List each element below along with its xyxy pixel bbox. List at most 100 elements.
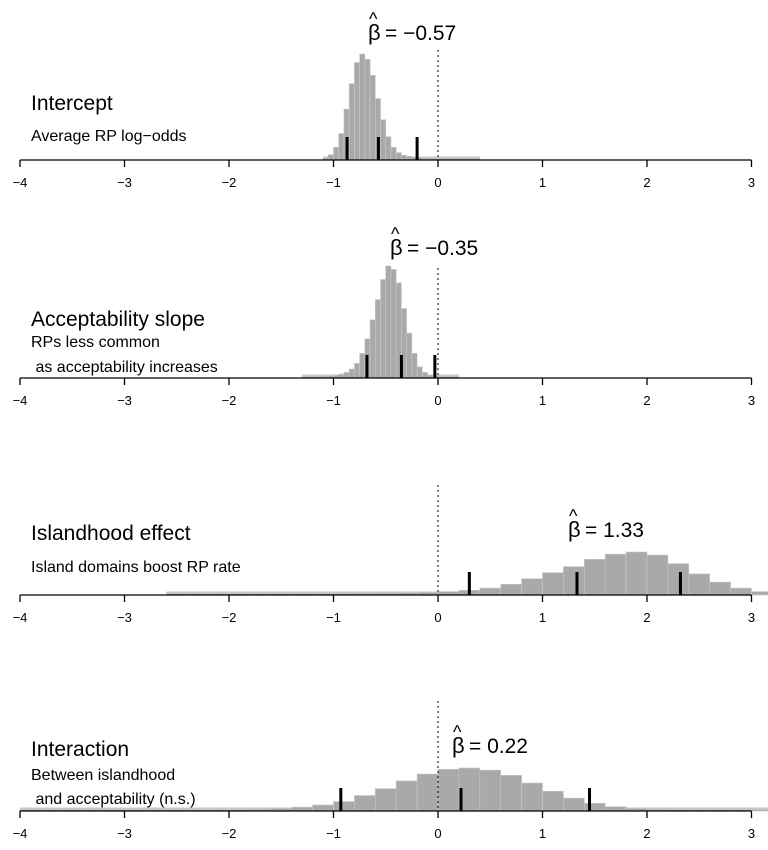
panel-subtitle: Between islandhood: [31, 767, 175, 784]
panel-subtitle: Average RP log−odds: [31, 128, 187, 145]
x-tick-label: −1: [326, 610, 341, 625]
histogram-bar: [395, 152, 402, 161]
histogram-bar: [542, 572, 564, 596]
histogram-bar: [688, 573, 710, 596]
histogram-bar: [479, 769, 501, 812]
beta-hat-symbol: β: [568, 517, 581, 542]
estimate-label: = −0.35: [407, 237, 478, 260]
x-tick-label: −1: [326, 393, 341, 408]
histogram-bar: [563, 797, 585, 812]
histogram-bar: [359, 53, 366, 161]
histogram-bar: [374, 299, 381, 379]
x-tick-label: 1: [539, 175, 546, 190]
hat-symbol: ^: [391, 224, 400, 244]
hat-symbol: ^: [453, 722, 462, 742]
histogram-bar: [479, 587, 501, 596]
histogram-bar: [348, 368, 355, 379]
x-tick-label: −2: [222, 175, 237, 190]
panel-3: −4 −3 −2 −1 0 1 2 3 Islandhood effect Island doma…: [13, 485, 768, 625]
x-tick-label: −2: [222, 610, 237, 625]
x-tick-label: −4: [13, 610, 28, 625]
x-tick-label: −1: [326, 826, 341, 841]
panel-title: Interaction: [31, 738, 129, 761]
x-tick-label: 0: [434, 175, 441, 190]
beta-hat-symbol: β: [452, 733, 465, 758]
histogram-bar: [380, 119, 387, 161]
x-tick-label: 0: [434, 393, 441, 408]
histogram-bar: [364, 58, 371, 161]
x-tick-label: −3: [117, 610, 132, 625]
histogram-bar: [730, 587, 752, 596]
histogram-bar: [521, 782, 543, 812]
histogram-bar: [500, 583, 522, 596]
x-tick-label: 1: [539, 610, 546, 625]
x-tick-label: 1: [539, 826, 546, 841]
histogram-bar: [751, 591, 768, 596]
histogram-bar: [312, 804, 334, 812]
histogram-bar: [348, 83, 355, 161]
x-tick-label: 0: [434, 610, 441, 625]
x-tick-label: −2: [222, 826, 237, 841]
histogram-bar: [369, 74, 376, 161]
histogram-bar: [604, 553, 627, 596]
panel-2: −4 −3 −2 −1 0 1 2 3 Acceptability slope RPs less …: [13, 224, 756, 408]
x-tick-label: 2: [643, 826, 650, 841]
histogram-bars: [19, 767, 768, 812]
x-tick-label: −2: [222, 393, 237, 408]
panel-subtitle: Island domains boost RP rate: [31, 559, 241, 576]
x-tick-label: 3: [748, 175, 755, 190]
histogram-bar: [354, 363, 360, 379]
x-tick-label: 2: [643, 610, 650, 625]
estimate-label: = −0.57: [385, 22, 456, 45]
histogram-bar: [416, 366, 423, 379]
histogram-bar: [401, 154, 407, 161]
histogram-bar: [390, 146, 397, 161]
panel-subtitle: as acceptability increases: [31, 359, 218, 376]
histogram-bar: [437, 768, 460, 812]
histogram-bar: [625, 551, 648, 596]
x-tick-label: −3: [117, 393, 132, 408]
histogram-bar: [338, 133, 345, 161]
beta-hat-symbol: β: [390, 235, 403, 260]
histogram-bar: [521, 578, 543, 596]
panel-title: Acceptability slope: [31, 308, 205, 331]
histogram-bar: [385, 136, 392, 161]
histogram-bar: [385, 265, 392, 379]
estimate-label: = 0.22: [469, 735, 528, 758]
histogram-bar: [500, 775, 522, 812]
histogram-bar: [646, 554, 669, 596]
histogram-bar: [333, 146, 340, 161]
panel-4: −4 −3 −2 −1 0 1 2 3 Interaction Between islandhoo…: [13, 701, 768, 841]
x-tick-label: −4: [13, 175, 28, 190]
histogram-bar: [667, 563, 690, 596]
histogram-bar: [422, 372, 428, 379]
x-tick-label: −3: [117, 175, 132, 190]
histogram-bar: [354, 62, 360, 161]
beta-hat-symbol: β: [368, 20, 381, 45]
histogram-bar: [583, 559, 606, 596]
histogram-bar: [542, 790, 564, 812]
panel-title: Islandhood effect: [31, 522, 191, 545]
histogram-bar: [751, 809, 768, 812]
x-tick-label: 2: [643, 175, 650, 190]
histogram-bars: [166, 551, 768, 596]
histogram-bar: [411, 353, 418, 379]
x-tick-label: 3: [748, 393, 755, 408]
histogram-bar: [416, 773, 439, 812]
x-tick-label: −1: [326, 175, 341, 190]
x-tick-label: 3: [748, 610, 755, 625]
histogram-bar: [380, 279, 387, 379]
x-tick-label: 0: [434, 826, 441, 841]
histogram-bar: [327, 154, 334, 161]
x-tick-label: −3: [117, 826, 132, 841]
histogram-bar: [390, 269, 397, 379]
panel-title: Intercept: [31, 92, 113, 115]
histogram-bar: [709, 581, 731, 596]
panel-1: −4 −3 −2 −1 0 1 2 3 Intercept Average RP log−odds…: [13, 9, 756, 190]
histogram-bar: [406, 332, 413, 379]
x-tick-label: 1: [539, 393, 546, 408]
hat-symbol: ^: [369, 9, 378, 29]
histogram-bar: [354, 795, 376, 812]
estimate-label: = 1.33: [585, 519, 644, 542]
